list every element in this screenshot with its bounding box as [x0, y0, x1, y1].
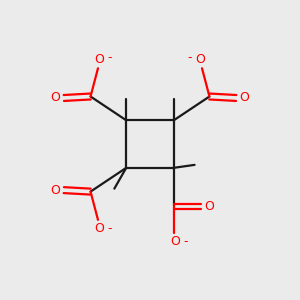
- Text: O: O: [94, 53, 104, 66]
- Text: -: -: [108, 51, 112, 64]
- Text: -: -: [108, 222, 112, 235]
- Text: O: O: [240, 92, 250, 104]
- Text: O: O: [50, 184, 60, 196]
- Text: O: O: [196, 53, 206, 66]
- Text: -: -: [183, 235, 188, 248]
- Text: -: -: [188, 51, 192, 64]
- Text: O: O: [94, 222, 104, 235]
- Text: O: O: [170, 235, 180, 248]
- Text: O: O: [50, 92, 60, 104]
- Text: O: O: [204, 200, 214, 213]
